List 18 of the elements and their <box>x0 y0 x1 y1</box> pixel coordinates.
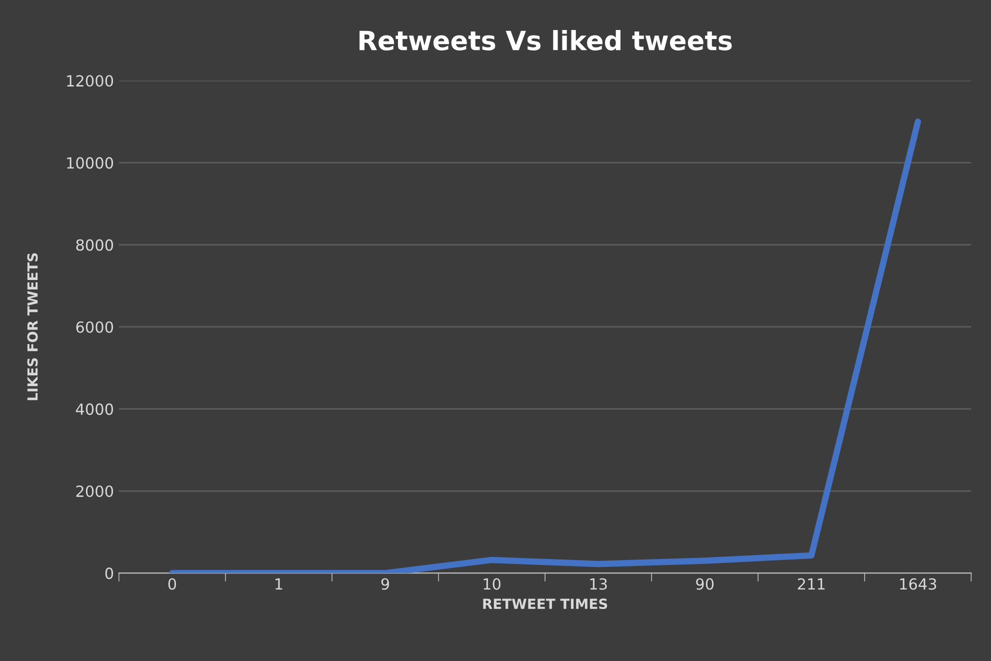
y-tick-label: 4000 <box>76 403 114 415</box>
y-tick-label: 10000 <box>67 157 114 169</box>
y-tick-label: 12000 <box>67 75 114 87</box>
y-tick-label: 2000 <box>76 485 114 498</box>
y-tick-label: 8000 <box>76 239 114 251</box>
x-tick-label: 1 <box>276 578 282 590</box>
y-axis-title: LIKES FOR TWEETS <box>27 253 38 400</box>
x-tick-label: 1643 <box>900 578 936 590</box>
y-tick-label: 0 <box>105 568 114 580</box>
x-tick-label: 211 <box>798 578 825 590</box>
x-tick-label: 13 <box>590 578 607 590</box>
x-tick-label: 9 <box>381 578 390 590</box>
y-tick-label: 6000 <box>76 321 114 333</box>
x-tick-label: 10 <box>484 578 500 590</box>
x-tick-label: 0 <box>168 578 176 590</box>
chart-title: Retweets Vs liked tweets <box>360 30 732 50</box>
x-axis-title: RETWEET TIMES <box>483 598 608 610</box>
x-tick-label: 90 <box>696 578 714 590</box>
